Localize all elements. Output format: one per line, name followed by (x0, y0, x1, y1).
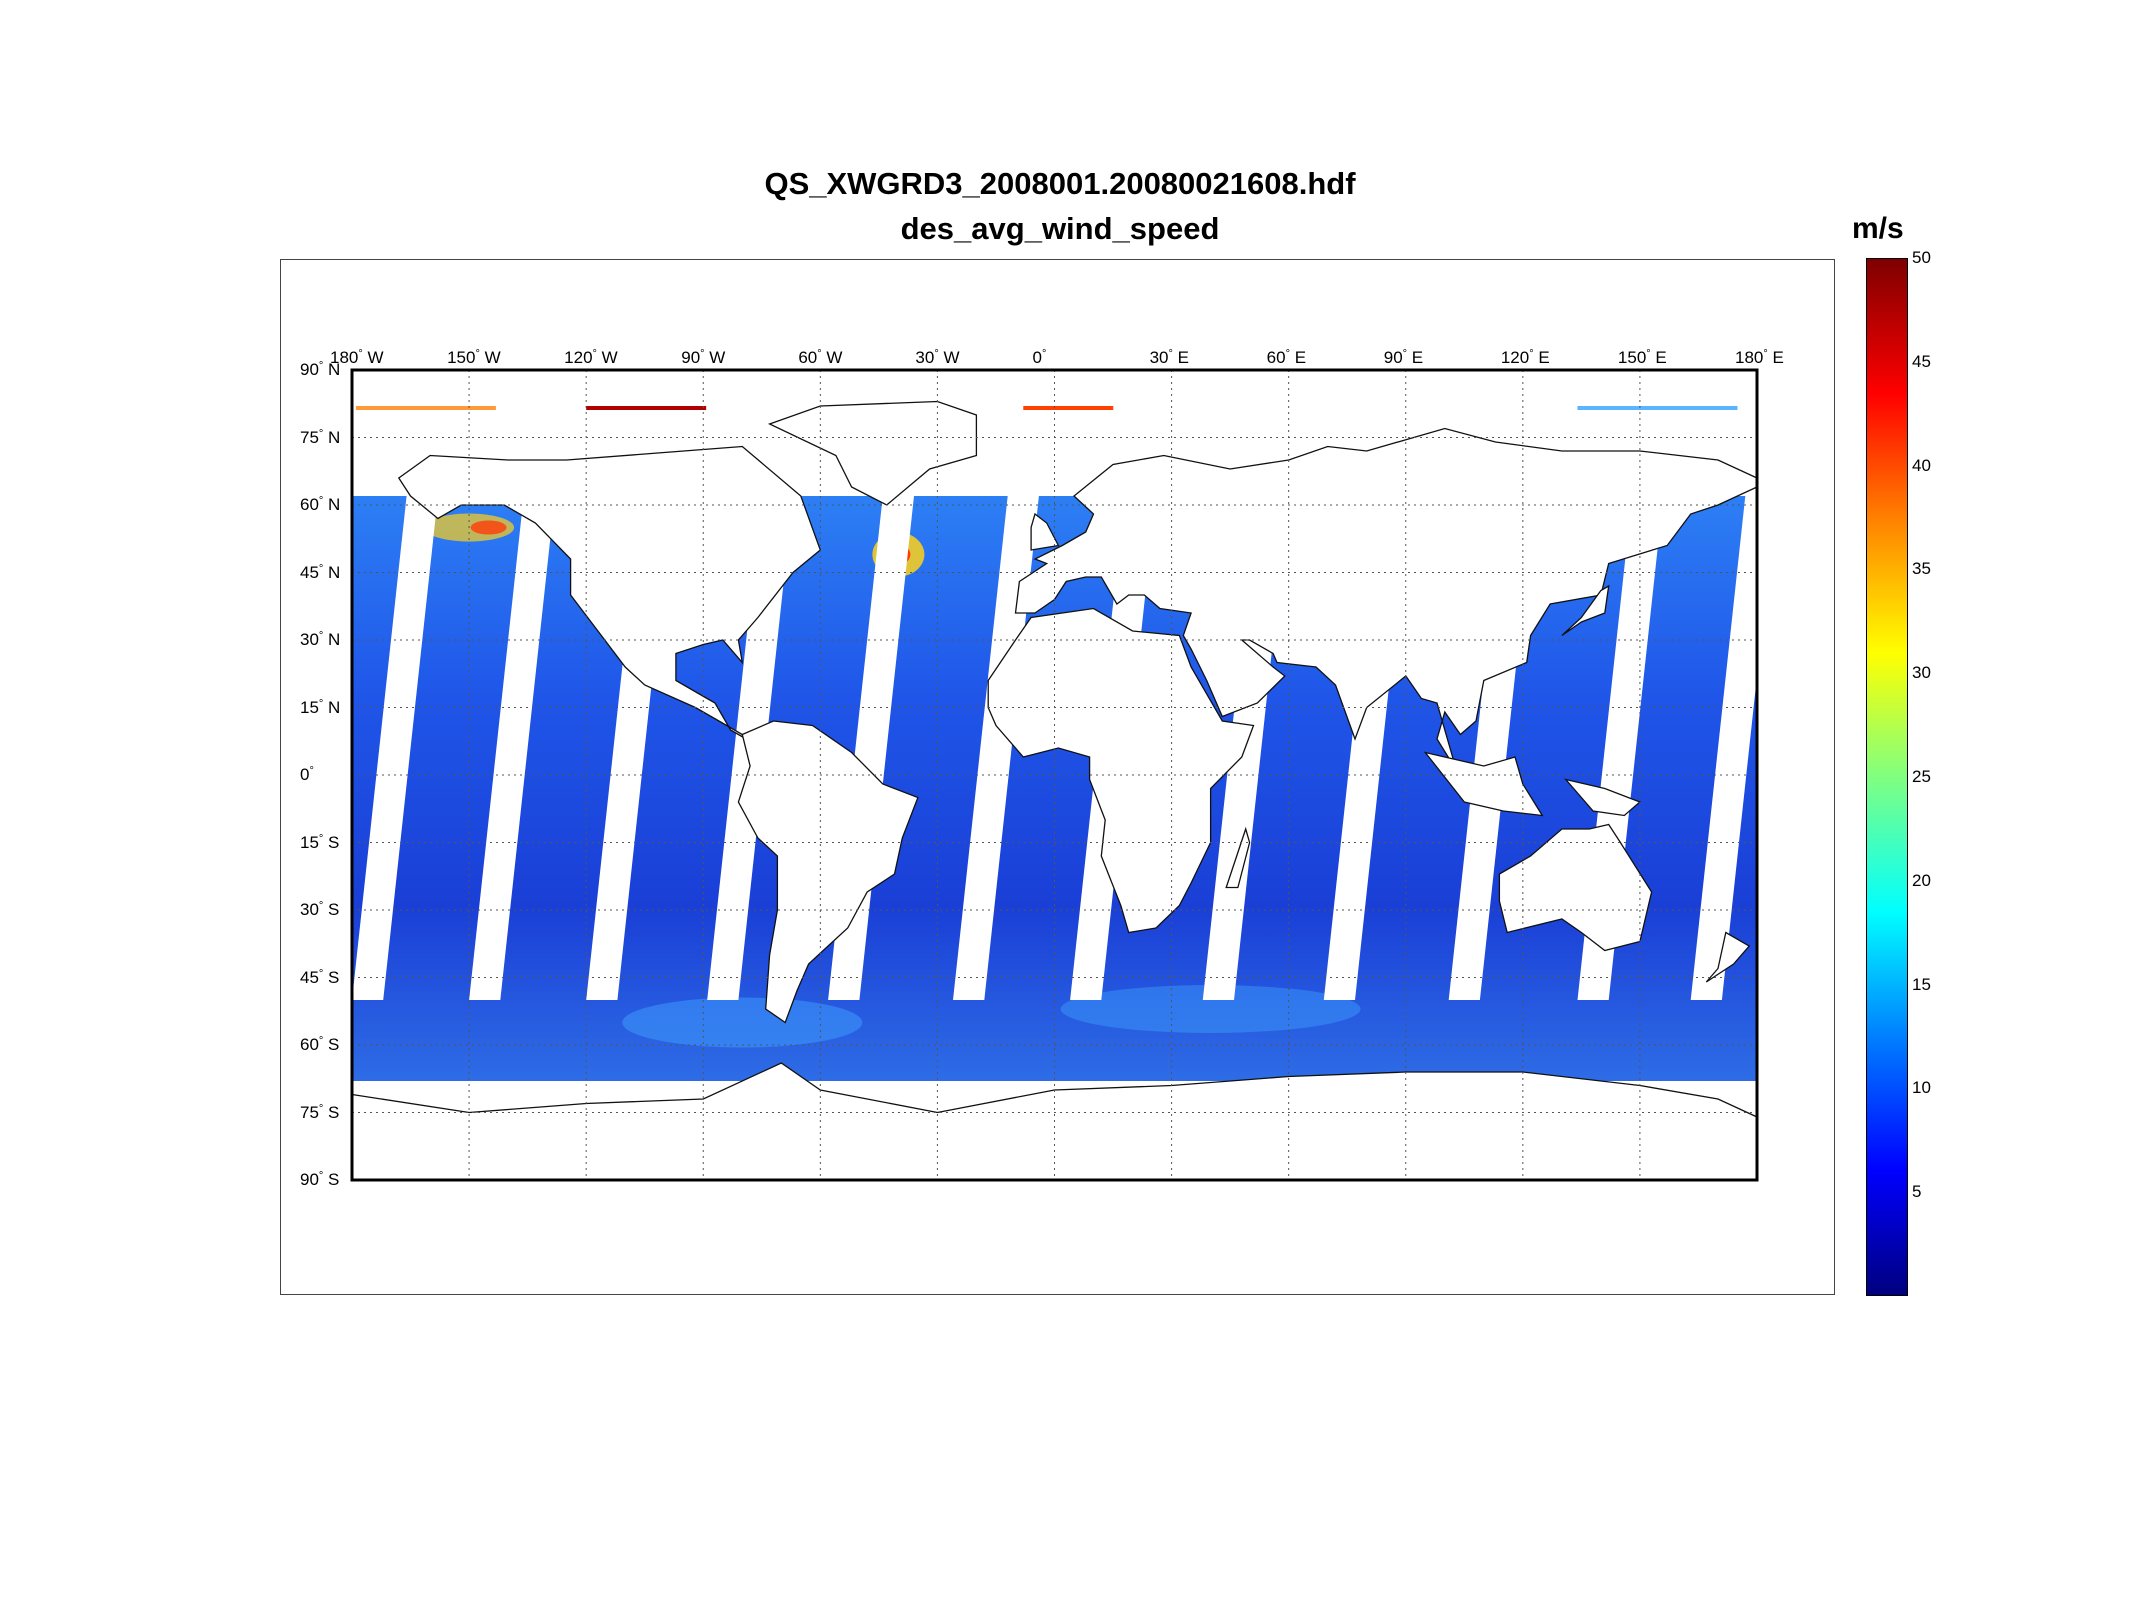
continent-eurasia (1014, 427, 1757, 771)
lat-tick-label: 75° N (300, 427, 341, 447)
map-title: QS_XWGRD3_2008001.20080021608.hdf (764, 166, 1356, 201)
lon-tick-label: 120° E (1500, 348, 1550, 367)
lon-tick-label: 30° E (1149, 348, 1189, 367)
lon-tick-label: 0° (1032, 348, 1047, 367)
colorbar-tick-label: 45 (1912, 351, 1931, 371)
continent-australia (1498, 823, 1653, 952)
colorbar-tick-label: 50 (1912, 248, 1931, 267)
colorbar-tick-label: 25 (1912, 767, 1931, 786)
lon-tick-label: 180° W (330, 348, 384, 367)
lat-tick-label: 90° S (300, 1170, 340, 1189)
arctic-strip-4 (1577, 406, 1738, 410)
arctic-strip-2 (586, 406, 707, 410)
lat-tick-label: 90° N (300, 360, 341, 379)
storm-gulf-of-alaska-core (470, 520, 507, 535)
colorbar (1866, 258, 1908, 1296)
arctic-strip-1 (355, 406, 496, 410)
colorbar-tick-label: 5 (1912, 1182, 1922, 1202)
colorbar-tick-label: 20 (1912, 870, 1931, 890)
arctic-strip-3 (1023, 406, 1114, 410)
lat-tick-label: 30° S (300, 900, 340, 919)
lon-tick-label: 90° W (681, 348, 726, 367)
continent-borneo-indonesia (1423, 751, 1544, 817)
colorbar-tick-label: 40 (1912, 455, 1931, 475)
lat-tick-label: 60° S (300, 1035, 340, 1054)
map-subtitle: des_avg_wind_speed (900, 211, 1220, 246)
continent-south-america (737, 720, 919, 1024)
colorbar-tick-label: 35 (1912, 559, 1931, 579)
continent-new-zealand (1705, 931, 1751, 983)
swath-gap-2 (469, 496, 555, 1000)
lon-tick-label: 150° E (1617, 348, 1667, 367)
continent-north-america (397, 445, 822, 740)
map-border (350, 368, 1759, 1182)
swath-gap-1 (352, 496, 438, 1000)
lon-tick-label: 120° W (564, 348, 618, 367)
lat-tick-label: 60° N (300, 495, 341, 514)
continent-uk (1030, 512, 1060, 551)
lon-tick-label: 150° W (447, 348, 501, 367)
lat-tick-label: 45° S (300, 967, 340, 987)
lat-tick-label: 15° N (300, 697, 341, 717)
lat-tick-label: 30° N (300, 630, 341, 649)
southern-ocean-winds-east (1060, 985, 1361, 1033)
lat-tick-label: 15° S (300, 832, 340, 852)
lon-tick-label: 90° E (1383, 348, 1424, 367)
colorbar-tick-label: 30 (1912, 663, 1931, 683)
lat-tick-label: 75° S (300, 1102, 340, 1122)
continent-madagascar (1225, 826, 1251, 889)
continent-greenland (767, 400, 978, 506)
southern-ocean-winds (622, 997, 863, 1048)
colorbar-tick-label: 10 (1912, 1078, 1931, 1098)
swath-gap-12 (1690, 496, 1757, 1000)
lon-tick-label: 180° E (1735, 348, 1784, 367)
swath-gap-6 (953, 496, 1039, 1000)
colorbar-tick-label: 15 (1912, 974, 1931, 994)
continent-new-guinea (1564, 778, 1642, 817)
lat-tick-label: 45° N (300, 562, 341, 582)
figure-frame (280, 259, 1835, 1295)
lon-tick-label: 60° W (798, 348, 843, 367)
colorbar-unit-label: m/s (1852, 212, 1904, 245)
lat-tick-label: 0° (300, 765, 314, 784)
continent-japan (1561, 584, 1610, 637)
lon-tick-label: 60° E (1266, 348, 1307, 367)
lon-tick-label: 30° W (915, 348, 960, 367)
